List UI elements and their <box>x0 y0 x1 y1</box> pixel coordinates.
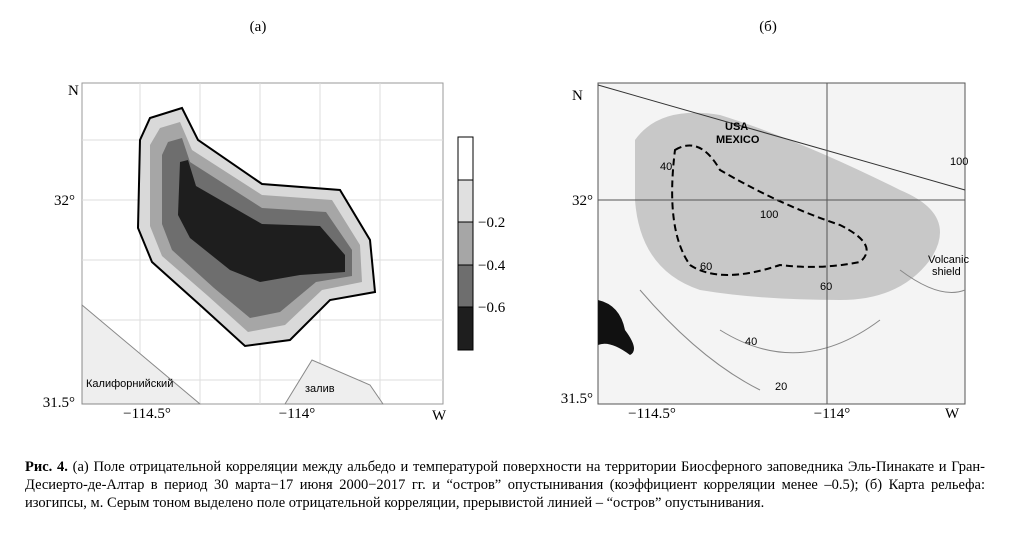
map-label: USA <box>725 121 748 133</box>
colorbar-tick: −0.2 <box>478 215 505 231</box>
lat-tick: 32° <box>572 193 593 209</box>
place-label: залив <box>305 383 335 395</box>
desertification-island <box>671 144 868 276</box>
north-label: N <box>68 83 79 99</box>
figure: (а) (б) Калифорнийский залив N 32° 31.5°… <box>43 19 970 424</box>
panel-label: (б) <box>759 19 777 35</box>
west-label: W <box>945 406 960 422</box>
water <box>598 300 634 355</box>
panel-label: (а) <box>250 19 267 35</box>
map-label: shield <box>932 266 961 278</box>
caption: Рис. 4. (а) Поле отрицательной корреляци… <box>25 458 985 512</box>
coast <box>81 303 384 405</box>
lon-tick: −114.5° <box>123 406 171 422</box>
colorbar-tick: −0.6 <box>478 300 506 316</box>
map-label: 40 <box>745 336 757 348</box>
map-label: 60 <box>820 281 832 293</box>
isohypse <box>639 269 966 391</box>
correlation-field <box>635 112 940 301</box>
border <box>597 84 966 191</box>
caption-text: (а) Поле отрицательной корреляции между … <box>25 459 985 511</box>
lon-tick: −114° <box>814 406 850 422</box>
colorbar <box>457 136 474 351</box>
map-label: 60 <box>700 261 712 273</box>
lon-tick: −114° <box>279 406 315 422</box>
lon-tick: −114.5° <box>628 406 676 422</box>
contour <box>178 160 345 282</box>
lat-tick: 31.5° <box>561 391 593 407</box>
map-label: 20 <box>775 381 787 393</box>
colorbar-tick: −0.4 <box>478 258 506 274</box>
lat-tick: 32° <box>54 193 75 209</box>
north-label: N <box>572 88 583 104</box>
map-label: 100 <box>760 209 778 221</box>
west-label: W <box>432 408 447 424</box>
caption-label: Рис. 4. <box>25 459 68 475</box>
map-label: MEXICO <box>716 134 760 146</box>
lat-tick: 31.5° <box>43 395 75 411</box>
map-label: Volcanic <box>928 254 969 266</box>
place-label: Калифорнийский <box>86 378 173 390</box>
map-label: 40 <box>660 161 672 173</box>
map-label: 100 <box>950 156 968 168</box>
